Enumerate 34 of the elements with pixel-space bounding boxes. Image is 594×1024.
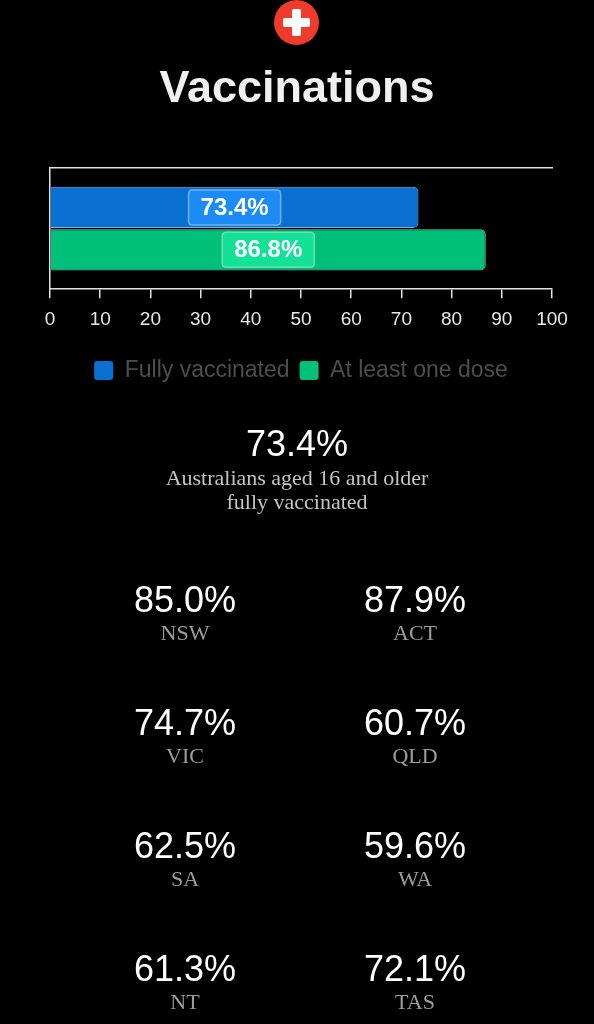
x-tick-label: 20 xyxy=(139,307,161,329)
x-tick-label: 10 xyxy=(89,307,111,329)
x-tick-label: 30 xyxy=(190,307,212,329)
text: NSW xyxy=(159,620,211,645)
text: 73.4% xyxy=(244,423,350,464)
text: SA xyxy=(169,866,201,891)
legend-label: At least one dose xyxy=(330,355,508,382)
text: 62.5% xyxy=(132,825,238,866)
text: 72.1% xyxy=(362,948,468,989)
legend-label: Fully vaccinated xyxy=(124,355,290,382)
x-tick-label: 100 xyxy=(536,307,568,329)
data-label: 73.4% xyxy=(200,193,269,221)
chart-title: Vaccinations xyxy=(158,61,436,112)
text: NT xyxy=(169,989,201,1014)
text: 59.6% xyxy=(362,825,468,866)
data-label: 86.8% xyxy=(234,235,303,263)
x-tick-label: 0 xyxy=(44,307,56,329)
text: 87.9% xyxy=(362,579,468,620)
x-tick-label: 90 xyxy=(491,307,513,329)
x-tick-label: 60 xyxy=(340,307,362,329)
text: 74.7% xyxy=(132,702,238,743)
x-tick-label: 70 xyxy=(390,307,412,329)
text: Australians aged 16 and older fully vaccinated xyxy=(164,465,430,514)
text: 61.3% xyxy=(132,948,238,989)
x-tick-label: 40 xyxy=(240,307,262,329)
text: WA xyxy=(396,866,434,891)
text: TAS xyxy=(394,989,436,1014)
x-tick-label: 80 xyxy=(441,307,463,329)
x-tick-label: 50 xyxy=(290,307,312,329)
text: ACT xyxy=(392,620,438,645)
text: QLD xyxy=(391,743,439,768)
text: 85.0% xyxy=(132,579,238,620)
text: 60.7% xyxy=(362,702,468,743)
text: VIC xyxy=(165,743,205,768)
